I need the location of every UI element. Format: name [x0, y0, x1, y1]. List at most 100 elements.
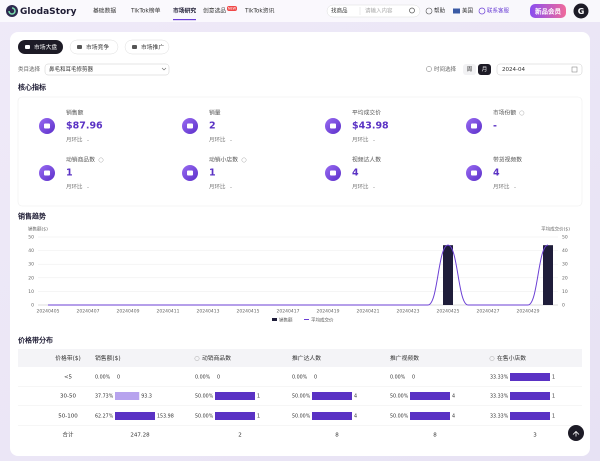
metric-change-label: 月环比 [352, 136, 369, 144]
cell-value: 0 [412, 375, 415, 381]
line [48, 244, 549, 306]
metric-label: 销量 [209, 109, 221, 117]
y-tick-label: 20 [28, 275, 34, 281]
search-type[interactable]: 找商品 [331, 7, 348, 15]
share-label: 33.33% [490, 375, 509, 381]
tab[interactable] [69, 39, 119, 55]
period-button[interactable] [478, 64, 491, 75]
legend-label[interactable]: 销售额 [279, 317, 293, 324]
metric-icon-glyph [471, 170, 477, 176]
y2-tick-label: 30 [562, 262, 568, 268]
table-header: 动销商品数 [202, 354, 231, 362]
metric-change-label: 月环比 [66, 136, 83, 144]
nav-item[interactable]: 市场研究 [173, 7, 196, 15]
tab[interactable] [124, 39, 170, 55]
help-icon [425, 7, 433, 15]
metric-change-label: 月环比 [493, 183, 510, 191]
period-label[interactable]: 月 [482, 66, 488, 73]
x-tick-label: 20240427 [477, 309, 500, 315]
cell-value: 4 [354, 394, 357, 400]
period-button[interactable] [463, 64, 476, 75]
contact-link[interactable]: 联系客服 [487, 7, 510, 15]
share-label: 37.73% [95, 394, 114, 400]
metric-change: - [514, 185, 516, 191]
period-label[interactable]: 周 [467, 66, 473, 73]
search-icon[interactable] [409, 7, 415, 14]
tab-label[interactable]: 市场竞争 [86, 43, 109, 51]
logo-text[interactable]: GlodaStory [20, 7, 77, 17]
cell-value: 0 [217, 375, 220, 381]
promo-banner[interactable] [530, 4, 566, 18]
flag-icon [453, 8, 460, 14]
section-title: 核心指标 [18, 83, 46, 92]
metric-value: - [493, 121, 497, 132]
tab-label[interactable]: 市场推广 [141, 43, 164, 51]
region[interactable]: 美国 [462, 7, 474, 15]
dropdown-arrow [161, 67, 167, 71]
category-label: 类目选择 [18, 65, 41, 73]
cell-value: 4 [452, 414, 455, 420]
metric-change-label: 月环比 [209, 136, 226, 144]
tab[interactable] [18, 40, 63, 54]
tab-label[interactable]: 市场大盘 [34, 43, 57, 51]
calendar-icon [571, 66, 578, 73]
help-link[interactable]: 帮助 [434, 7, 446, 15]
share-label: 0.00% [390, 375, 406, 381]
cell-value: 0 [314, 375, 317, 381]
y-tick-label: 50 [28, 235, 34, 241]
search-input[interactable]: 请输入内容 [365, 7, 393, 15]
metric-icon-glyph [44, 170, 50, 176]
share-bar [510, 373, 550, 381]
avatar[interactable] [573, 3, 589, 19]
info-icon [489, 356, 495, 361]
share-bar [410, 392, 450, 400]
y2-tick-label: 10 [562, 289, 568, 295]
date-picker[interactable] [496, 63, 583, 76]
table-header: 推广视频数 [390, 354, 419, 362]
nav-item[interactable]: 基础数据 [93, 7, 116, 15]
search-box[interactable] [326, 4, 421, 18]
main-card [10, 32, 590, 456]
avatar-letter[interactable]: G [578, 7, 585, 16]
metric-change: - [87, 185, 89, 191]
y2-tick-label: 50 [562, 235, 568, 241]
time-label: 时间选择 [434, 65, 457, 73]
cell-value: 0 [117, 375, 120, 381]
category-select[interactable] [44, 63, 170, 76]
x-tick-label: 20240413 [197, 309, 220, 315]
tab-icon [77, 45, 82, 49]
metric-label: 动销小店数 [209, 156, 238, 164]
section-title: 价格带分布 [18, 336, 53, 345]
x-tick-label: 20240419 [317, 309, 340, 315]
nav-active-underline [173, 19, 196, 21]
logo-glyph [8, 7, 16, 15]
metric-icon-glyph [330, 123, 336, 129]
promo-text[interactable]: 新品会员 [535, 7, 562, 16]
price-band: 30-50 [60, 394, 76, 400]
share-bar [115, 392, 140, 400]
price-band: 50-100 [58, 414, 78, 420]
nav-item[interactable]: TikTok资讯 [244, 7, 275, 15]
metric-label: 市场份额 [493, 109, 516, 117]
total-value: 247.28 [130, 433, 150, 439]
clock-icon [426, 66, 432, 72]
y-tick-label: 30 [28, 262, 34, 268]
metric-label: 销售额 [66, 109, 84, 117]
cell-value: 1 [257, 414, 260, 420]
date-value[interactable]: 2024-04 [502, 67, 525, 73]
info-icon [98, 157, 104, 163]
nav-item[interactable]: TikTok榜单 [130, 7, 161, 15]
metric-change: - [373, 138, 375, 144]
cell-value: 4 [452, 394, 455, 400]
metric-icon-glyph [471, 123, 477, 129]
category-value[interactable]: 鼻毛和耳毛修剪器 [49, 65, 94, 73]
x-tick-label: 20240407 [77, 309, 100, 315]
nav-item[interactable]: 创意选品 [203, 7, 226, 15]
share-label: 62.27% [95, 414, 114, 420]
cell-value: 153.98 [157, 414, 174, 420]
legend-label[interactable]: 平均成交价 [311, 317, 334, 324]
x-tick-label: 20240421 [357, 309, 380, 315]
logo-icon[interactable] [6, 5, 18, 17]
table-header [18, 349, 582, 367]
